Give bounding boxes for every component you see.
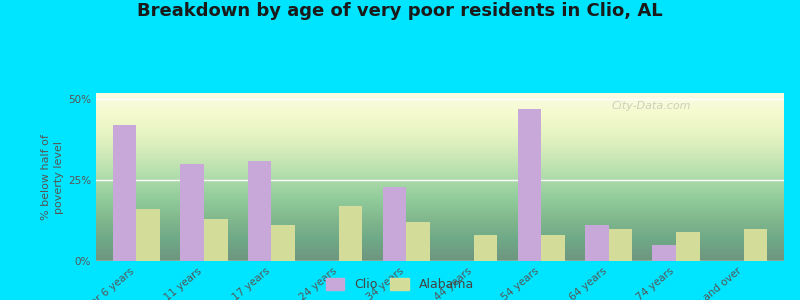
Bar (113, 125, 137, 261)
Bar (676, 232, 700, 261)
Bar (339, 206, 362, 261)
Text: City-Data.com: City-Data.com (612, 101, 691, 111)
Bar (248, 161, 271, 261)
Bar (541, 235, 565, 261)
Legend: Clio, Alabama: Clio, Alabama (323, 276, 477, 294)
Bar (518, 109, 541, 261)
Bar (406, 222, 430, 261)
Bar (609, 229, 632, 261)
Bar (204, 219, 227, 261)
Bar (743, 229, 767, 261)
Bar (653, 245, 676, 261)
Bar (271, 226, 295, 261)
Bar (585, 226, 609, 261)
Bar (180, 164, 204, 261)
Y-axis label: % below half of
poverty level: % below half of poverty level (41, 134, 64, 220)
Bar (382, 187, 406, 261)
Text: Breakdown by age of very poor residents in Clio, AL: Breakdown by age of very poor residents … (137, 2, 663, 20)
Bar (137, 209, 160, 261)
Bar (474, 235, 498, 261)
